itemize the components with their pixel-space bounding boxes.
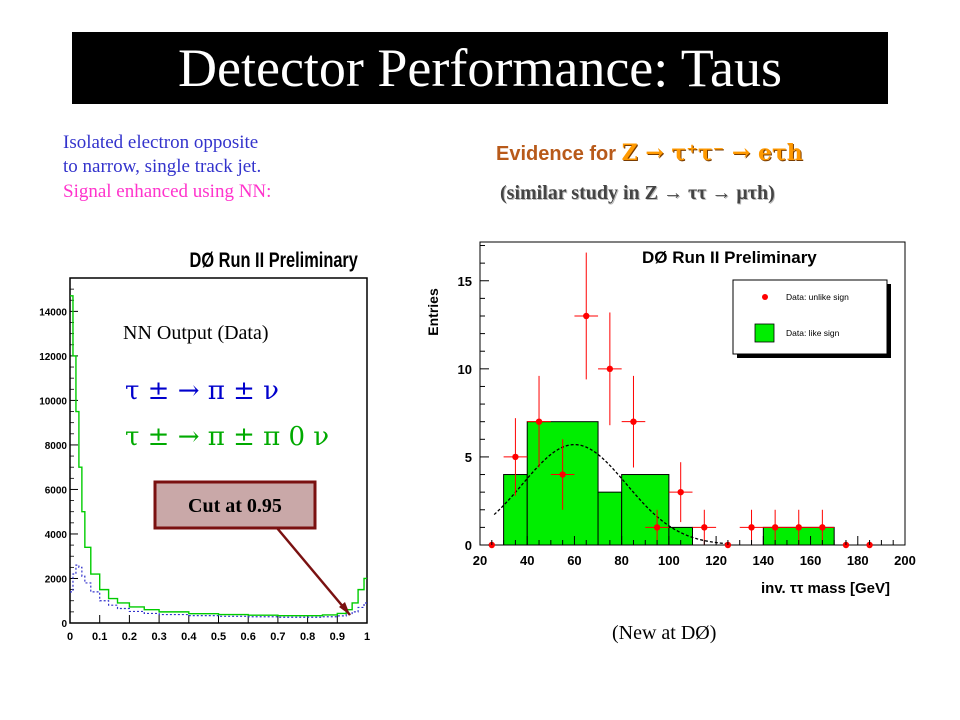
legend-unlike: Data: unlike sign — [786, 292, 849, 302]
data-point — [701, 524, 708, 531]
data-point — [795, 524, 802, 531]
like-sign-bar — [621, 474, 670, 546]
similar-study: (similar study in Z → ττ → μτh) — [500, 182, 775, 204]
unlike-sign-point — [763, 509, 787, 545]
legend-like: Data: like sign — [786, 328, 840, 338]
nn-x-tick-label: 0.5 — [211, 631, 226, 643]
nn-x-tick-label: 0.3 — [151, 631, 166, 643]
title-bar: Detector Performance: Taus — [72, 32, 888, 104]
unlike-sign-point — [786, 509, 811, 545]
evidence-formula: Z → τ⁺τ⁻ → eτh — [621, 140, 803, 166]
nn-y-tick-label: 12000 — [39, 352, 67, 363]
mass-x-tick-label: 140 — [752, 553, 774, 568]
data-point — [630, 418, 637, 425]
cut-box — [153, 480, 317, 530]
note-line-3: Signal enhanced using NN: — [63, 181, 272, 202]
nn-inner-title: NN Output (Data) — [123, 322, 269, 344]
cut-arrow — [276, 527, 351, 616]
mass-y-axis: 0 5 10 15 — [458, 245, 489, 553]
mass-x-axis: 20 40 60 80 100 120 140 160 180 200 — [473, 536, 916, 568]
evidence-heading: Evidence for Z → τ⁺τ⁻ → eτh — [496, 140, 803, 166]
unlike-sign-point — [550, 439, 575, 510]
data-point — [512, 453, 519, 461]
fit-curve — [493, 443, 728, 545]
note-line-2: to narrow, single track jet. — [63, 156, 262, 177]
nn-plot-frame — [69, 277, 368, 624]
decay-one: τ ± → π ± ν — [125, 376, 279, 406]
nn-x-tick-label: 0.8 — [300, 631, 315, 643]
nn-y-tick-label: 8000 — [45, 441, 68, 452]
nn-output-chart: DØ Run II Preliminary 0 2000 4000 6000 8000 1… — [39, 248, 370, 643]
unlike-sign-point — [527, 375, 551, 468]
unlike-sign-point — [621, 375, 646, 468]
nn-y-tick-label: 0 — [61, 619, 67, 630]
data-point — [748, 524, 755, 531]
new-at-do-caption: (New at DØ) — [612, 622, 717, 644]
mass-x-tick-label: 100 — [658, 553, 680, 568]
like-sign-bar — [597, 491, 623, 546]
mass-x-tick-label: 160 — [800, 553, 822, 568]
nn-x-tick-label: 0.2 — [122, 631, 137, 643]
unlike-sign-point — [810, 509, 835, 545]
mass-x-tick-label: 80 — [614, 553, 628, 568]
legend-swatch-like — [754, 323, 775, 343]
nn-y-tick-label: 10000 — [39, 396, 67, 407]
mass-y-tick-label: 10 — [458, 362, 472, 377]
data-point — [819, 524, 826, 531]
mass-x-tick-label: 180 — [847, 553, 869, 568]
mass-x-tick-label: 40 — [520, 553, 534, 568]
nn-y-tick-label: 2000 — [45, 574, 68, 585]
data-point — [677, 488, 684, 496]
mass-x-tick-label: 200 — [894, 553, 916, 568]
data-point — [606, 365, 614, 373]
nn-x-axis: 0 0.1 0.2 0.3 0.4 0.5 0.6 0.7 0.8 0.9 1 — [67, 615, 370, 643]
unlike-sign-points — [488, 252, 873, 549]
mass-x-tick-label: 60 — [567, 553, 581, 568]
mass-y-tick-label: 15 — [458, 274, 472, 289]
mass-x-label: inv. ττ mass [GeV] — [761, 580, 890, 597]
nn-x-tick-label: 0.6 — [241, 631, 256, 643]
evidence-prefix: Evidence for — [496, 143, 617, 165]
nn-dotted-series — [70, 564, 367, 618]
nn-y-axis: 0 2000 4000 6000 8000 10000 12000 14000 — [39, 288, 78, 630]
data-point — [583, 312, 590, 320]
mass-y-tick-label: 5 — [465, 450, 472, 465]
nn-y-tick-label: 14000 — [39, 307, 67, 318]
slide-title: Detector Performance: Taus — [178, 38, 782, 98]
nn-x-tick-label: 0.7 — [270, 631, 285, 643]
nn-x-tick-label: 0.9 — [330, 631, 345, 643]
cut-arrowhead — [339, 602, 350, 615]
data-point — [771, 524, 779, 531]
unlike-sign-point — [503, 418, 528, 496]
unlike-sign-point — [598, 312, 622, 426]
nn-x-tick-label: 1 — [364, 631, 370, 643]
decay-two: τ ± → π ± π 0 ν — [125, 422, 329, 452]
unlike-sign-point — [574, 252, 599, 380]
nn-x-tick-label: 0 — [67, 631, 73, 643]
data-point — [535, 418, 543, 425]
mass-chart: DØ Run II Preliminary 0 5 10 15 20 40 60 80 100… — [425, 241, 916, 597]
unlike-sign-point — [668, 462, 693, 523]
mass-chart-title: DØ Run II Preliminary — [642, 248, 817, 267]
nn-x-tick-label: 0.4 — [181, 631, 197, 643]
note-line-1: Isolated electron opposite — [63, 132, 259, 153]
nn-x-tick-label: 0.1 — [92, 631, 107, 643]
nn-chart-title: DØ Run II Preliminary — [190, 248, 359, 271]
mass-y-tick-label: 0 — [465, 538, 472, 553]
legend-marker-unlike — [762, 294, 768, 300]
unlike-sign-point — [645, 509, 669, 545]
data-point — [653, 524, 661, 531]
cut-label: Cut at 0.95 — [188, 495, 282, 517]
unlike-sign-point — [692, 509, 717, 545]
data-point — [559, 471, 566, 478]
mass-y-label: Entries — [425, 288, 441, 336]
mass-x-tick-label: 120 — [705, 553, 727, 568]
unlike-sign-point — [739, 509, 764, 545]
nn-y-tick-label: 4000 — [45, 530, 68, 541]
mass-legend: Data: unlike sign Data: like sign — [732, 279, 891, 358]
nn-y-tick-label: 6000 — [45, 485, 68, 496]
mass-x-tick-label: 20 — [473, 553, 487, 568]
